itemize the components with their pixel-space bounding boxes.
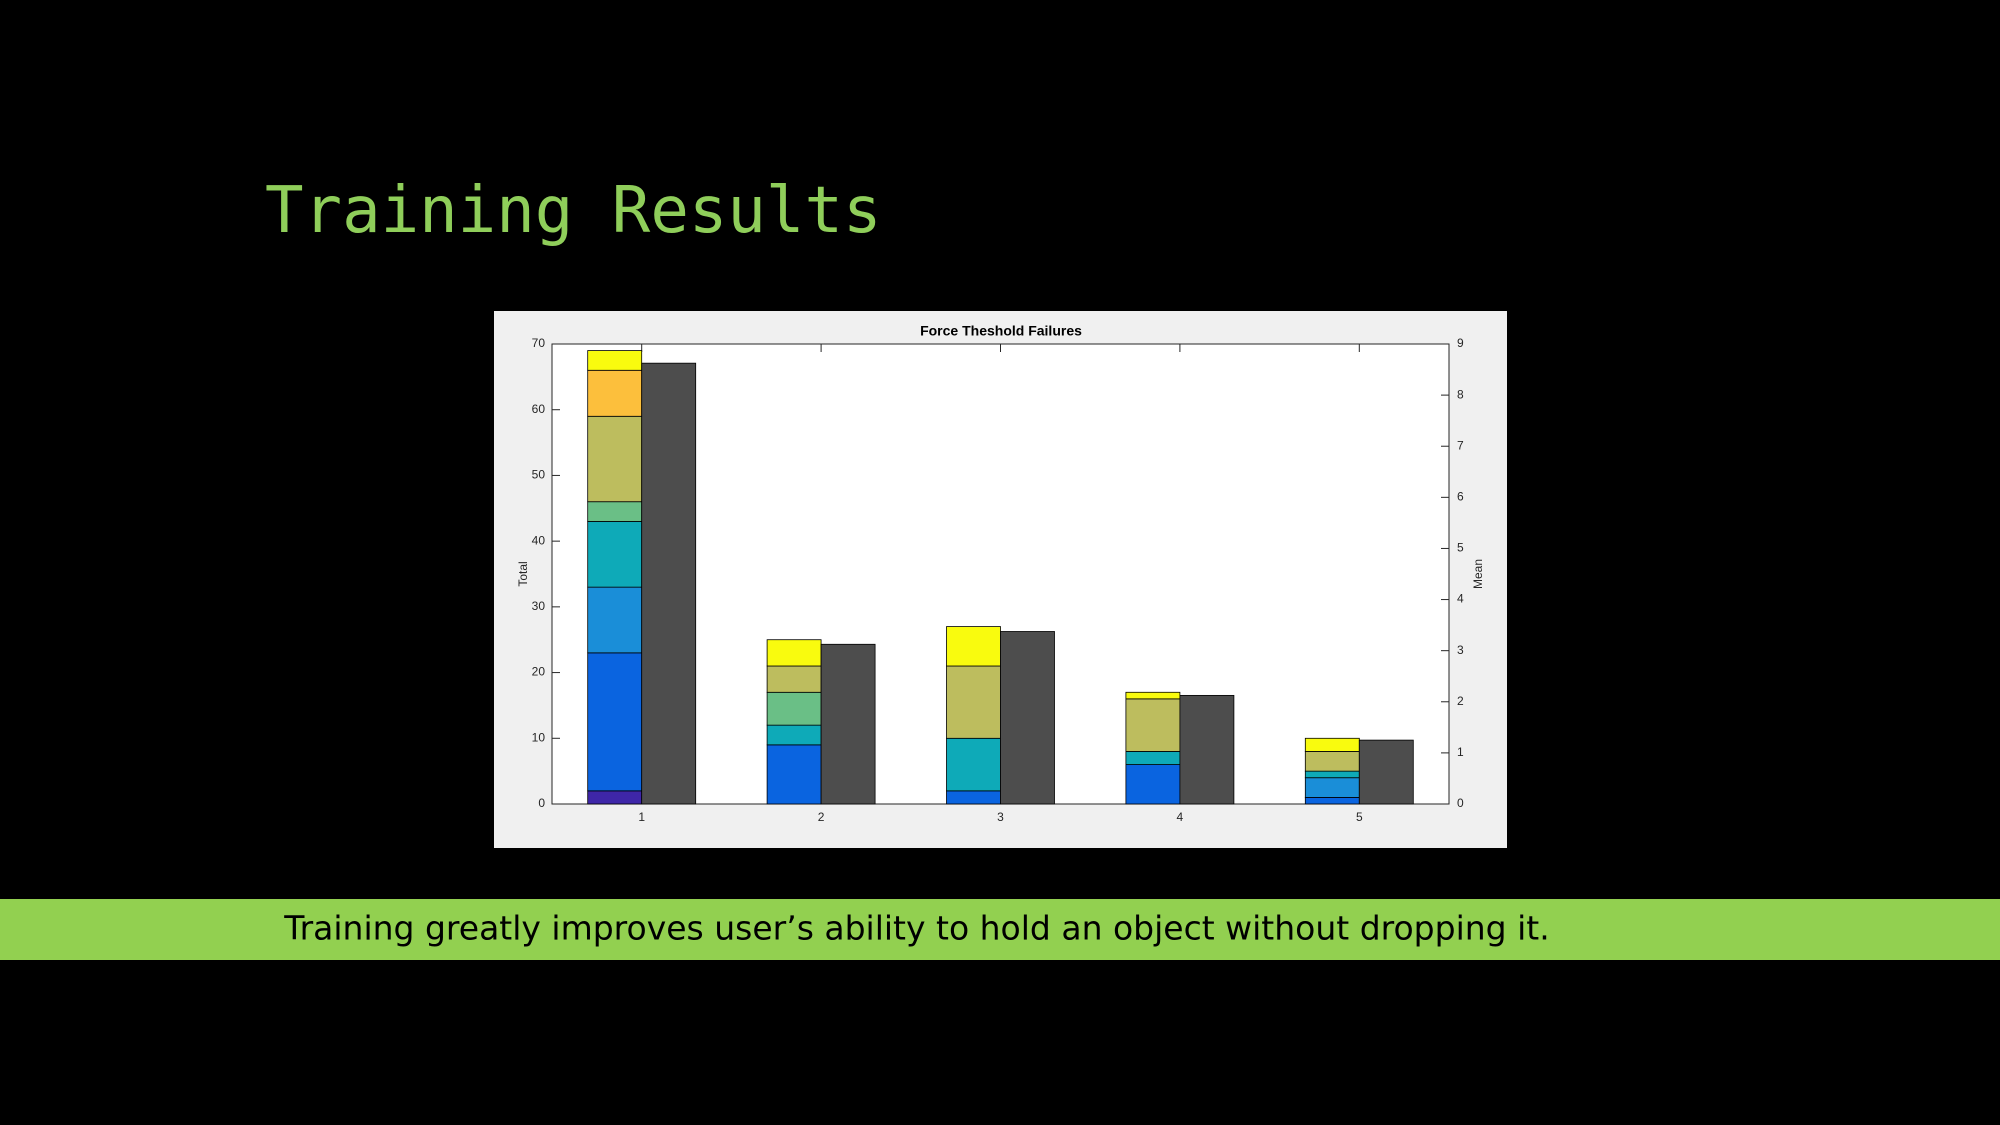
y2-tick-label: 1 (1457, 745, 1464, 759)
y2-axis-label: Mean (1471, 559, 1485, 589)
y2-tick-label: 4 (1457, 592, 1464, 606)
x-tick-label: 5 (1356, 810, 1363, 824)
y-tick-label: 30 (532, 599, 546, 613)
chart-title: Force Theshold Failures (920, 323, 1082, 339)
y-tick-label: 20 (532, 665, 546, 679)
stack-segment (587, 586, 643, 654)
stack-segment (587, 521, 643, 588)
stack-segment (766, 691, 822, 726)
y2-tick-label: 3 (1457, 643, 1464, 657)
y-tick-label: 50 (532, 468, 546, 482)
x-tick-label: 4 (1177, 810, 1184, 824)
y2-tick-label: 9 (1457, 336, 1464, 350)
y2-tick-label: 5 (1457, 541, 1464, 555)
stack-segment (587, 415, 643, 503)
stack-segment (1304, 797, 1360, 805)
y2-tick-label: 2 (1457, 694, 1464, 708)
y2-tick-label: 8 (1457, 387, 1464, 401)
y-tick-label: 40 (532, 533, 546, 547)
mean-bar (1358, 739, 1414, 805)
y2-tick-label: 6 (1457, 490, 1464, 504)
y-axis-label: Total (516, 561, 530, 586)
y-tick-label: 70 (532, 336, 546, 350)
mean-bar (641, 362, 697, 805)
stack-segment (1125, 698, 1181, 752)
stack-segment (1125, 691, 1181, 700)
stack-segment (587, 501, 643, 522)
y-tick-label: 10 (532, 730, 546, 744)
mean-bar (820, 643, 876, 805)
stack-segment (1304, 777, 1360, 798)
stack-segment (946, 665, 1001, 739)
stack-segment (946, 626, 1001, 667)
stack-segment (766, 724, 822, 746)
stack-segment (587, 350, 643, 371)
stack-segment (1125, 764, 1181, 805)
y2-tick-label: 7 (1457, 438, 1464, 452)
stack-segment (1304, 751, 1360, 772)
stack-segment (1304, 770, 1360, 779)
x-tick-label: 2 (818, 810, 825, 824)
mean-bar (1000, 631, 1055, 805)
stack-segment (587, 790, 643, 805)
caption: Training greatly improves user’s ability… (283, 909, 1549, 948)
stack-segment (1304, 737, 1360, 752)
stack-segment (946, 790, 1001, 805)
stack-segment (766, 665, 822, 693)
x-tick-label: 1 (638, 810, 645, 824)
y2-tick-label: 0 (1457, 796, 1464, 810)
stack-segment (587, 652, 643, 792)
stack-segment (766, 639, 822, 667)
y-tick-label: 0 (538, 796, 545, 810)
x-tick-label: 3 (997, 810, 1004, 824)
stack-segment (946, 737, 1001, 792)
caption-bar (0, 899, 2000, 960)
stack-segment (587, 369, 643, 417)
mean-bar (1179, 694, 1235, 805)
y-tick-label: 60 (532, 402, 546, 416)
slide-title: Training Results (265, 174, 882, 248)
stack-segment (1125, 751, 1181, 765)
stack-segment (766, 744, 822, 805)
